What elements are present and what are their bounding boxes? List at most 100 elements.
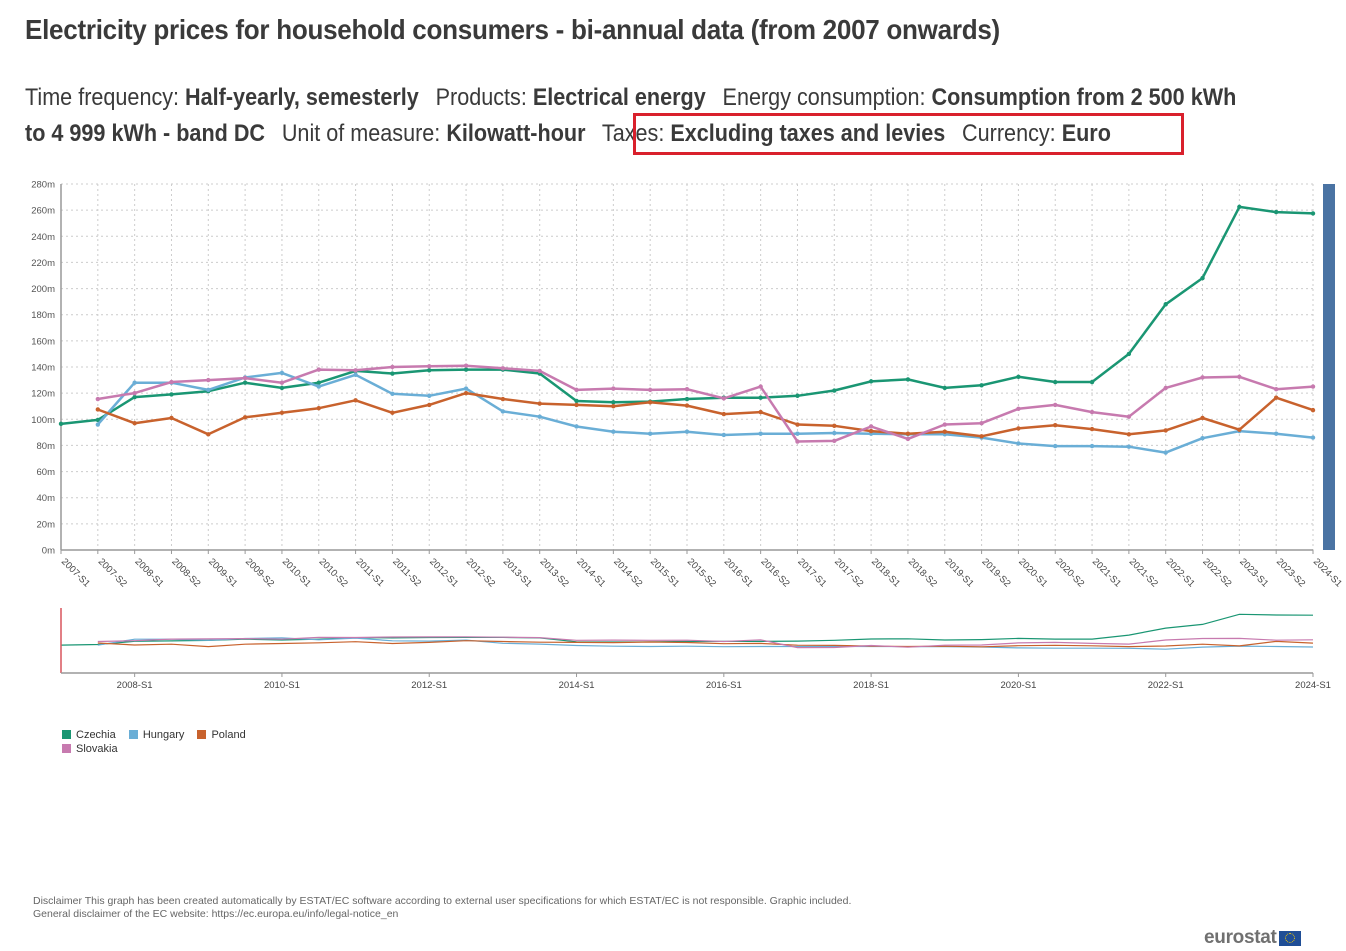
data-point-poland[interactable] bbox=[132, 421, 137, 426]
data-point-hungary[interactable] bbox=[832, 430, 837, 436]
data-point-czechia[interactable] bbox=[832, 388, 837, 393]
legend-item-czechia[interactable]: Czechia bbox=[62, 728, 116, 741]
line-hungary[interactable] bbox=[96, 371, 1314, 454]
data-point-slovakia[interactable] bbox=[537, 368, 542, 374]
line-poland[interactable] bbox=[97, 391, 1314, 438]
data-point-hungary[interactable] bbox=[1273, 431, 1279, 436]
data-point-slovakia[interactable] bbox=[206, 377, 211, 383]
data-point-czechia[interactable] bbox=[684, 396, 690, 402]
data-point-poland[interactable] bbox=[1126, 432, 1132, 437]
data-point-poland[interactable] bbox=[647, 400, 653, 405]
data-point-hungary[interactable] bbox=[758, 431, 763, 436]
data-point-czechia[interactable] bbox=[905, 377, 911, 382]
data-point-poland[interactable] bbox=[169, 415, 174, 421]
data-point-hungary[interactable] bbox=[611, 429, 616, 434]
vertical-scrollbar[interactable] bbox=[1323, 184, 1335, 550]
data-point-slovakia[interactable] bbox=[1016, 406, 1021, 412]
data-point-czechia[interactable] bbox=[1126, 351, 1132, 357]
data-point-slovakia[interactable] bbox=[868, 424, 874, 429]
data-point-slovakia[interactable] bbox=[1273, 387, 1279, 392]
data-point-slovakia[interactable] bbox=[353, 368, 358, 373]
data-point-czechia[interactable] bbox=[795, 393, 800, 398]
data-point-slovakia[interactable] bbox=[1163, 385, 1168, 391]
data-point-slovakia[interactable] bbox=[905, 436, 911, 442]
data-point-czechia[interactable] bbox=[1053, 379, 1058, 385]
data-point-czechia[interactable] bbox=[942, 385, 947, 391]
data-point-slovakia[interactable] bbox=[611, 386, 616, 391]
data-point-poland[interactable] bbox=[795, 422, 800, 427]
data-point-hungary[interactable] bbox=[279, 370, 285, 376]
data-point-slovakia[interactable] bbox=[979, 421, 984, 426]
general-disclaimer-link[interactable]: General disclaimer of the EC website: ht… bbox=[33, 908, 399, 920]
data-point-czechia[interactable] bbox=[868, 379, 874, 384]
data-point-hungary[interactable] bbox=[95, 422, 101, 427]
data-point-poland[interactable] bbox=[95, 407, 101, 412]
data-point-czechia[interactable] bbox=[463, 367, 469, 372]
data-point-poland[interactable] bbox=[574, 402, 579, 408]
legend-item-poland[interactable]: Poland bbox=[197, 728, 246, 741]
data-point-poland[interactable] bbox=[279, 410, 285, 415]
data-point-czechia[interactable] bbox=[1310, 211, 1316, 216]
navigator-chart[interactable]: 2008-S1 2010-S1 2012-S1 2014-S1 2016-S1 2018-… bbox=[0, 600, 1346, 700]
data-point-slovakia[interactable] bbox=[684, 387, 690, 392]
data-point-slovakia[interactable] bbox=[758, 384, 763, 389]
data-point-poland[interactable] bbox=[1310, 407, 1316, 413]
data-point-hungary[interactable] bbox=[721, 432, 727, 438]
data-point-slovakia[interactable] bbox=[427, 364, 432, 369]
data-point-hungary[interactable] bbox=[1310, 435, 1316, 440]
data-point-slovakia[interactable] bbox=[1126, 414, 1132, 419]
data-point-hungary[interactable] bbox=[1053, 443, 1058, 449]
data-point-hungary[interactable] bbox=[537, 414, 542, 419]
data-point-poland[interactable] bbox=[242, 415, 248, 420]
data-point-slovakia[interactable] bbox=[169, 379, 174, 385]
data-point-hungary[interactable] bbox=[463, 386, 469, 391]
data-point-slovakia[interactable] bbox=[1310, 384, 1316, 389]
data-point-hungary[interactable] bbox=[316, 384, 321, 389]
data-point-slovakia[interactable] bbox=[795, 439, 800, 444]
data-point-slovakia[interactable] bbox=[1200, 375, 1205, 380]
data-point-hungary[interactable] bbox=[427, 393, 432, 398]
data-point-poland[interactable] bbox=[537, 401, 542, 406]
data-point-poland[interactable] bbox=[1200, 415, 1205, 421]
data-point-poland[interactable] bbox=[353, 398, 358, 403]
data-point-czechia[interactable] bbox=[1089, 379, 1095, 385]
data-point-hungary[interactable] bbox=[132, 380, 137, 385]
data-point-czechia[interactable] bbox=[390, 371, 395, 376]
data-point-poland[interactable] bbox=[758, 409, 763, 415]
data-point-czechia[interactable] bbox=[1237, 204, 1242, 210]
data-point-poland[interactable] bbox=[942, 429, 947, 434]
data-point-poland[interactable] bbox=[390, 410, 395, 415]
data-point-czechia[interactable] bbox=[1016, 374, 1021, 380]
data-point-czechia[interactable] bbox=[1273, 209, 1279, 215]
data-point-hungary[interactable] bbox=[1126, 444, 1132, 449]
data-point-hungary[interactable] bbox=[1163, 450, 1168, 455]
data-point-slovakia[interactable] bbox=[721, 396, 727, 401]
data-point-slovakia[interactable] bbox=[832, 438, 837, 444]
data-point-hungary[interactable] bbox=[390, 391, 395, 396]
data-point-slovakia[interactable] bbox=[1053, 402, 1058, 408]
data-point-poland[interactable] bbox=[1053, 422, 1058, 428]
data-point-hungary[interactable] bbox=[647, 431, 653, 436]
data-point-poland[interactable] bbox=[206, 432, 211, 437]
data-point-poland[interactable] bbox=[868, 428, 874, 434]
data-point-hungary[interactable] bbox=[206, 387, 211, 393]
data-point-poland[interactable] bbox=[1016, 426, 1021, 431]
data-point-slovakia[interactable] bbox=[132, 390, 137, 396]
data-point-poland[interactable] bbox=[1089, 426, 1095, 432]
data-point-czechia[interactable] bbox=[1200, 275, 1205, 281]
data-point-czechia[interactable] bbox=[427, 368, 432, 373]
data-point-slovakia[interactable] bbox=[390, 364, 395, 370]
data-point-czechia[interactable] bbox=[611, 400, 616, 405]
data-point-poland[interactable] bbox=[463, 390, 469, 396]
data-point-slovakia[interactable] bbox=[279, 380, 285, 385]
data-point-czechia[interactable] bbox=[58, 421, 64, 427]
data-point-hungary[interactable] bbox=[684, 429, 690, 434]
data-point-slovakia[interactable] bbox=[1237, 374, 1242, 380]
data-point-hungary[interactable] bbox=[795, 431, 800, 436]
data-point-poland[interactable] bbox=[684, 403, 690, 408]
data-point-poland[interactable] bbox=[832, 423, 837, 429]
data-point-poland[interactable] bbox=[721, 411, 727, 417]
line-slovakia[interactable] bbox=[97, 364, 1314, 443]
data-point-slovakia[interactable] bbox=[242, 375, 248, 381]
data-point-czechia[interactable] bbox=[169, 392, 174, 397]
